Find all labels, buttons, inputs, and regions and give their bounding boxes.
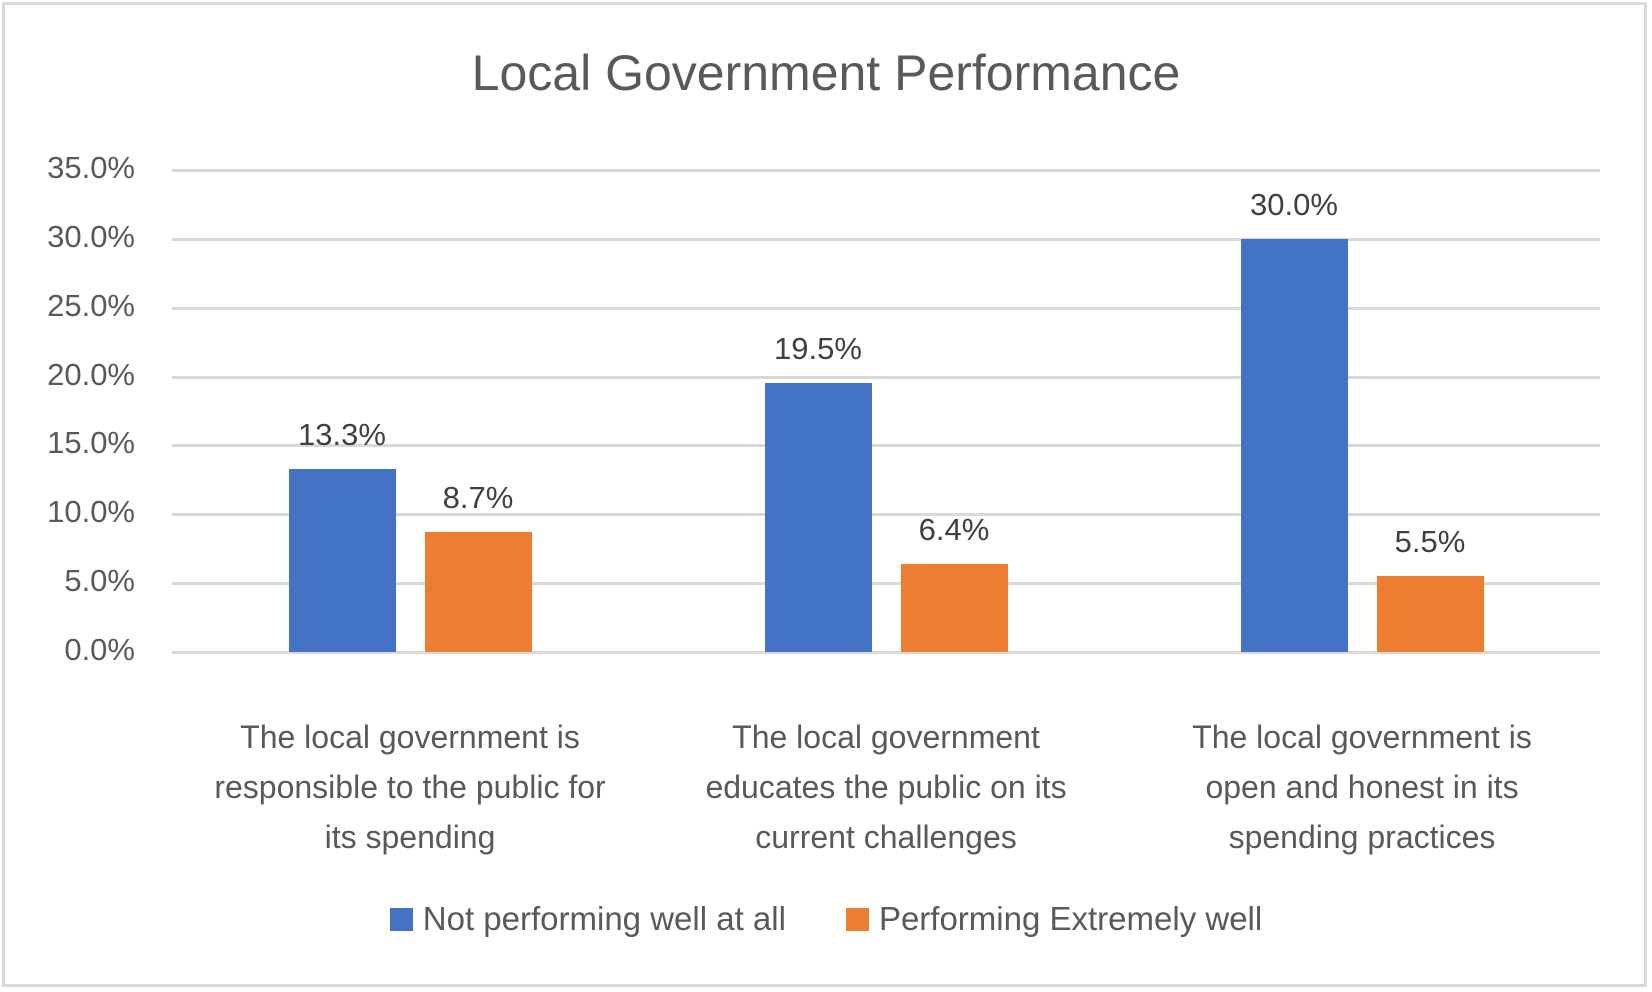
- y-tick-label: 35.0%: [47, 150, 135, 185]
- y-tick-label: 30.0%: [47, 218, 135, 254]
- bar-blue: [764, 383, 872, 652]
- gridline: [172, 444, 1600, 448]
- y-tick-label: 10.0%: [47, 494, 135, 530]
- bar-orange: [900, 563, 1008, 652]
- x-tick-label: The local government is responsible to th…: [214, 719, 606, 855]
- bar-orange: [424, 532, 532, 652]
- x-tick-label: The local government educates the public …: [705, 719, 1067, 855]
- y-tick-label: 0.0%: [64, 632, 135, 667]
- gridline: [172, 651, 1600, 654]
- data-label: 6.4%: [918, 511, 990, 547]
- legend-swatch-blue: [389, 907, 413, 931]
- gridline: [172, 375, 1600, 379]
- legend-label: Performing Extremely well: [878, 900, 1263, 937]
- bar-blue: [1240, 238, 1348, 652]
- gridline: [172, 582, 1600, 586]
- data-label: 30.0%: [1250, 186, 1338, 222]
- y-tick-label: 5.0%: [64, 563, 135, 599]
- data-label: 19.5%: [774, 331, 862, 367]
- y-tick-label: 20.0%: [47, 356, 135, 392]
- bar-blue: [288, 468, 396, 652]
- gridline: [172, 306, 1600, 310]
- legend: Not performing well at all Performing Ex…: [0, 900, 1652, 938]
- legend-swatch-orange: [845, 907, 869, 931]
- legend-item-series-1: Not performing well at all: [389, 900, 786, 938]
- y-tick-label: 15.0%: [47, 425, 135, 461]
- x-tick-label: The local government is open and honest i…: [1192, 719, 1532, 855]
- legend-item-series-2: Performing Extremely well: [845, 900, 1263, 938]
- gridline: [172, 169, 1600, 172]
- data-label: 13.3%: [298, 416, 386, 452]
- plot-area: 13.3% 8.7% 19.5% 6.4% 30.0% 5.5%: [172, 169, 1600, 654]
- legend-label: Not performing well at all: [422, 900, 786, 937]
- chart-title: Local Government Performance: [471, 45, 1181, 101]
- data-label: 8.7%: [442, 480, 514, 516]
- y-tick-label: 25.0%: [47, 287, 135, 323]
- bar-orange: [1376, 576, 1484, 652]
- data-label: 5.5%: [1394, 524, 1466, 560]
- gridline: [172, 237, 1600, 241]
- gridline: [172, 513, 1600, 517]
